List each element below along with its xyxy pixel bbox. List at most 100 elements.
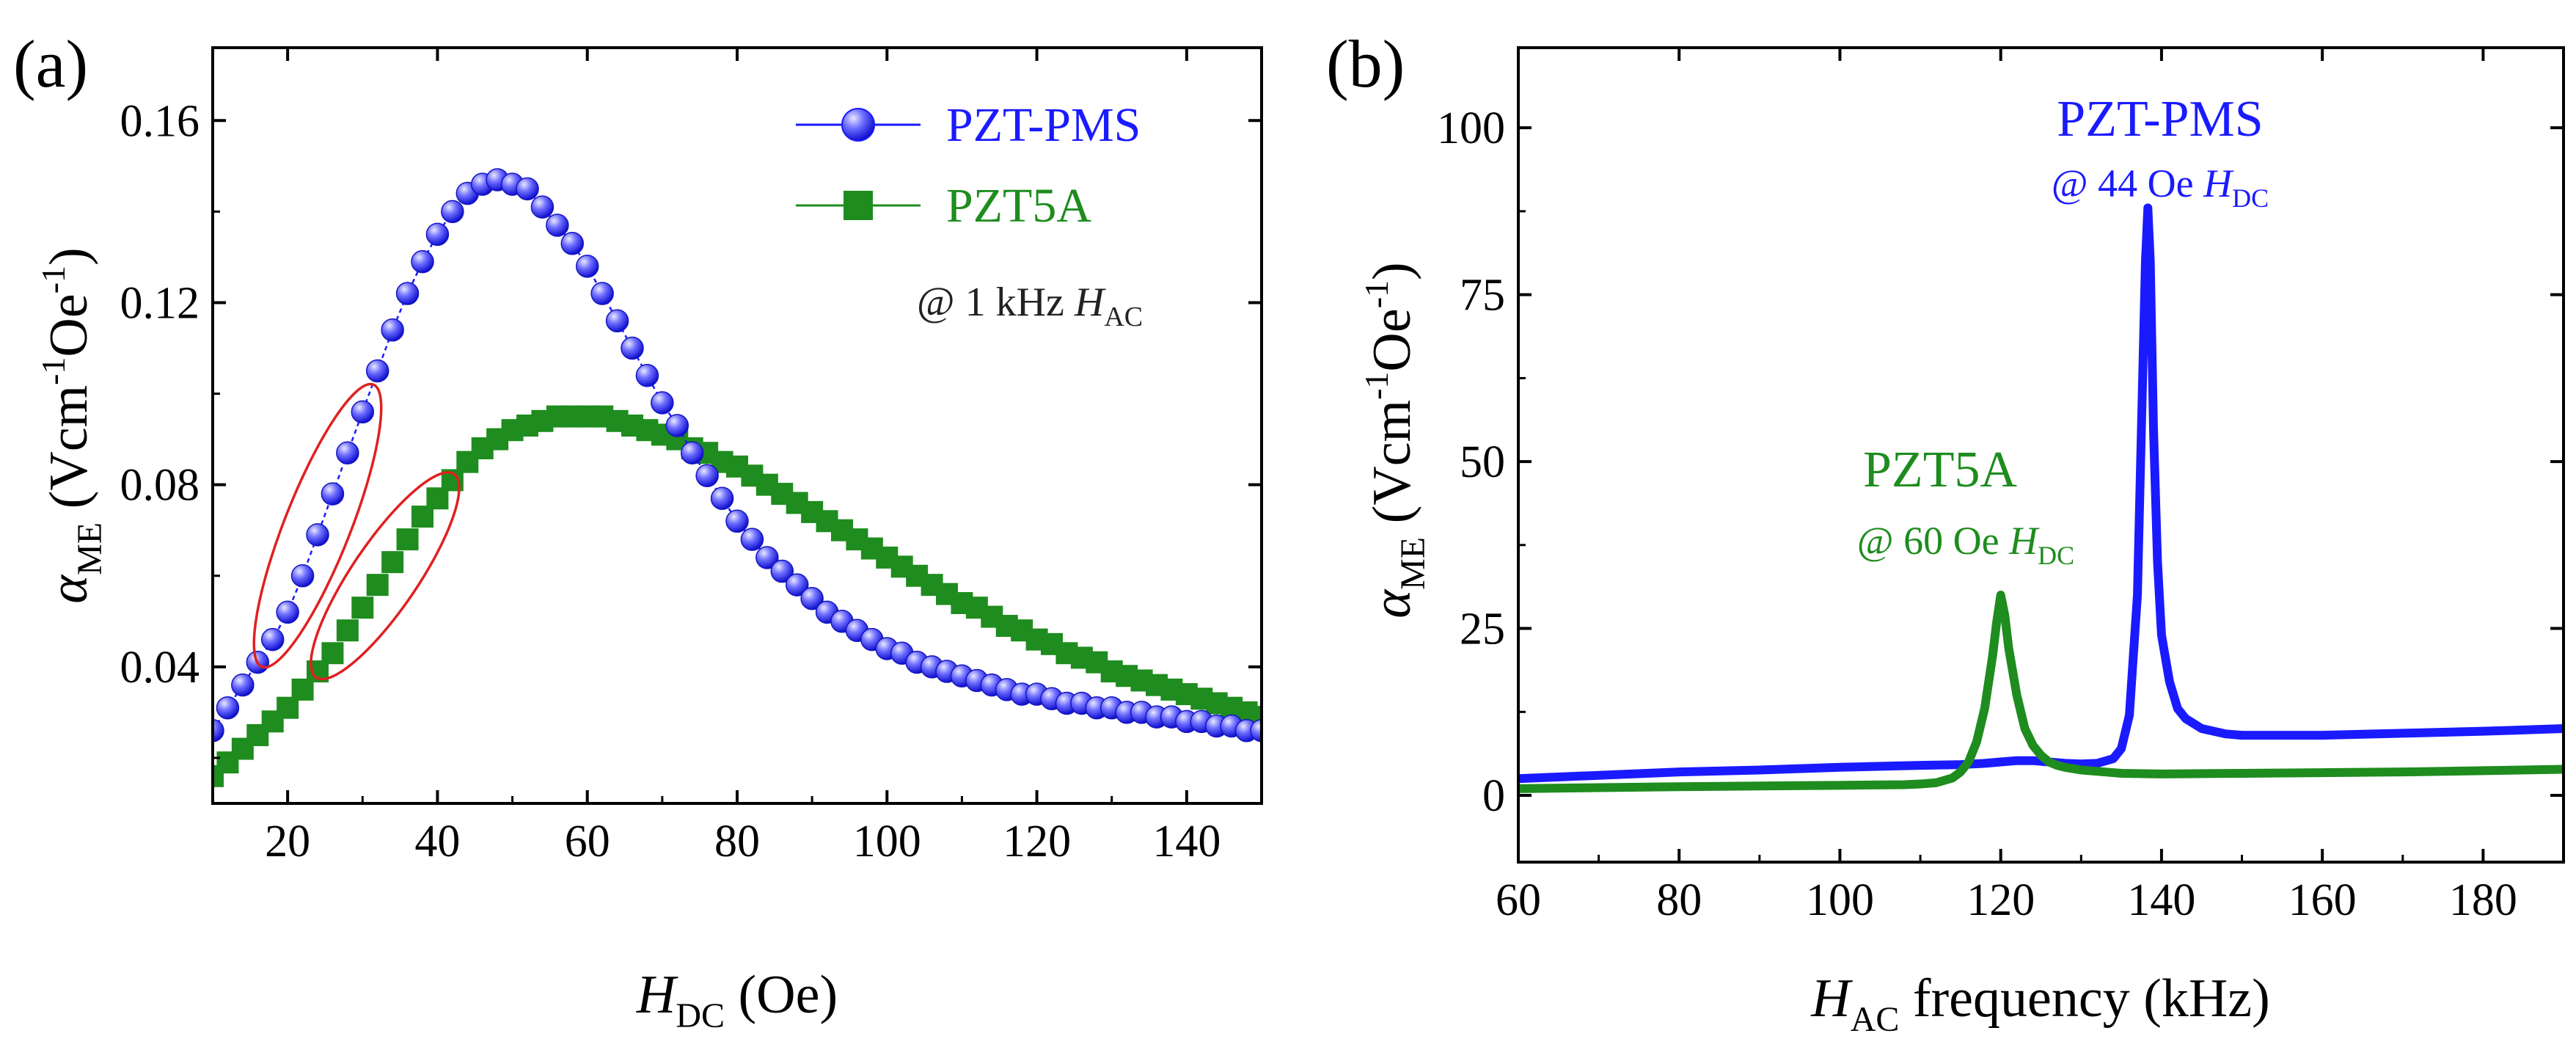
data-point-pzt-pms xyxy=(231,673,255,697)
series-pzt-pms xyxy=(213,168,1262,743)
data-point-pzt-pms xyxy=(425,222,450,247)
panel-b: (b) 60 80 100 120 140 160 180 0 25 50 75… xyxy=(1326,26,2565,1039)
data-point-pzt5a xyxy=(336,619,359,642)
data-point-pzt-pms xyxy=(575,255,599,278)
data-point-pzt-pms xyxy=(800,587,824,610)
data-point-pzt5a xyxy=(381,551,404,574)
data-point-pzt-pms xyxy=(605,309,629,333)
panel-b-y-axis-title: αME (Vcm-1Oe-1) xyxy=(1358,262,1432,618)
y-tick-label: 0.16 xyxy=(120,96,200,146)
panel-a: (a) 20 40 60 80 100 120 140 0.04 0.08 0.… xyxy=(13,26,1263,1035)
data-point-pzt-pms xyxy=(365,359,389,383)
panel-a-x-tick-labels: 20 40 60 80 100 120 140 xyxy=(265,817,1221,867)
x-tick-label: 120 xyxy=(1003,817,1071,867)
y-tick-label: 50 xyxy=(1460,437,1505,487)
data-point-pzt-pms xyxy=(635,363,659,387)
panel-a-note: @ 1 kHz HAC xyxy=(917,280,1143,332)
y-tick-label: 0.12 xyxy=(120,278,200,328)
data-point-pzt-pms xyxy=(306,523,329,547)
y-tick-label: 0.04 xyxy=(120,643,200,693)
x-tick-label: 160 xyxy=(2288,875,2357,925)
x-tick-label: 80 xyxy=(1656,875,1702,925)
data-point-pzt-pms xyxy=(725,509,749,533)
panel-a-x-axis-title: HDC (Oe) xyxy=(636,965,838,1035)
panel-b-plot-area xyxy=(1518,203,2564,793)
panel-a-label: (a) xyxy=(13,26,88,101)
data-point-pzt-pms xyxy=(651,391,674,415)
legend-marker-pzt5a xyxy=(844,191,873,220)
x-tick-label: 140 xyxy=(1152,817,1221,867)
data-point-pzt-pms xyxy=(441,200,464,224)
data-point-pzt-pms xyxy=(395,282,420,305)
data-point-pzt-pms xyxy=(621,336,644,360)
data-point-pzt-pms xyxy=(680,441,704,464)
data-point-pzt-pms xyxy=(770,559,794,583)
panel-b-plot-frame xyxy=(1517,46,2565,864)
panel-a-axis-ticks xyxy=(213,48,1262,803)
x-tick-label: 180 xyxy=(2449,875,2517,925)
panel-b-x-tick-labels: 60 80 100 120 140 160 180 xyxy=(1496,875,2517,925)
panel-b-y-tick-labels: 0 25 50 75 100 xyxy=(1437,103,1505,821)
x-tick-label: 20 xyxy=(265,817,310,867)
panel-b-label: (b) xyxy=(1326,26,1405,101)
data-point-pzt5a xyxy=(396,528,419,551)
y-tick-label: 0 xyxy=(1482,771,1505,821)
legend-entry-pzt-pms: PZT-PMS xyxy=(796,98,1141,152)
x-tick-label: 60 xyxy=(1496,875,1541,925)
data-point-pzt-pms xyxy=(546,214,569,237)
legend-entry-pzt5a: PZT5A xyxy=(796,179,1091,233)
x-tick-label: 120 xyxy=(1966,875,2035,925)
x-tick-label: 40 xyxy=(414,817,460,867)
x-tick-label: 100 xyxy=(1806,875,1874,925)
panel-a-series xyxy=(213,168,1262,787)
data-point-pzt-pms xyxy=(1250,718,1262,743)
data-point-pzt-pms xyxy=(740,528,764,551)
panel-b-x-axis-title: HAC frequency (kHz) xyxy=(1810,968,2270,1039)
data-point-pzt5a xyxy=(351,597,374,619)
series-pzt5a xyxy=(213,405,1262,787)
data-point-pzt-pms xyxy=(276,600,299,624)
annotation-pzt5a: PZT5A @ 60 Oe HDC xyxy=(1857,442,2074,570)
data-point-pzt-pms xyxy=(321,482,345,506)
highlight-ellipse xyxy=(310,471,461,681)
data-point-pzt-pms xyxy=(560,232,585,255)
annotation-pzt-pms: PZT-PMS @ 44 Oe HDC xyxy=(2052,91,2269,213)
data-point-pzt-pms xyxy=(710,486,734,511)
y-tick-label: 75 xyxy=(1460,271,1505,321)
data-point-pzt5a xyxy=(366,574,389,597)
data-point-pzt-pms xyxy=(381,318,404,342)
annotation-pzt-pms-condition: @ 44 Oe HDC xyxy=(2052,161,2269,213)
annotation-pzt-pms-title: PZT-PMS xyxy=(2057,91,2263,147)
y-tick-label: 100 xyxy=(1437,103,1505,153)
annotation-pzt5a-title: PZT5A xyxy=(1863,442,2017,498)
x-tick-label: 60 xyxy=(565,817,610,867)
legend-label-pzt5a: PZT5A xyxy=(946,179,1091,233)
data-point-pzt-pms xyxy=(260,627,285,652)
data-point-pzt-pms xyxy=(665,414,689,437)
panel-b-series xyxy=(1518,203,2564,793)
data-point-pzt-pms xyxy=(351,400,375,424)
data-point-pzt-pms xyxy=(411,249,434,274)
panel-a-y-axis-title: αME (Vcm-1Oe-1) xyxy=(34,247,109,603)
legend-marker-pzt-pms xyxy=(841,108,875,142)
highlight-ellipse xyxy=(252,382,383,669)
data-point-pzt-pms xyxy=(213,718,224,743)
data-point-pzt-pms xyxy=(530,195,555,219)
data-point-pzt-pms xyxy=(516,177,539,201)
panel-a-legend: PZT-PMS PZT5A xyxy=(796,98,1141,233)
data-point-pzt-pms xyxy=(590,282,614,305)
data-point-pzt-pms xyxy=(755,546,779,569)
data-point-pzt-pms xyxy=(336,441,359,464)
annotation-pzt5a-condition: @ 60 Oe HDC xyxy=(1857,519,2074,570)
x-tick-label: 100 xyxy=(853,817,921,867)
data-point-pzt-pms xyxy=(785,573,809,597)
panel-a-plot-area xyxy=(213,168,1262,787)
y-tick-label: 25 xyxy=(1460,605,1505,654)
x-tick-label: 80 xyxy=(714,817,760,867)
series-line-pzt-pms xyxy=(1518,203,2564,784)
series-line-pzt5a xyxy=(1518,591,2564,793)
data-point-pzt-pms xyxy=(216,696,240,720)
panel-a-plot-frame xyxy=(211,46,1263,805)
data-point-pzt-pms xyxy=(695,464,719,488)
